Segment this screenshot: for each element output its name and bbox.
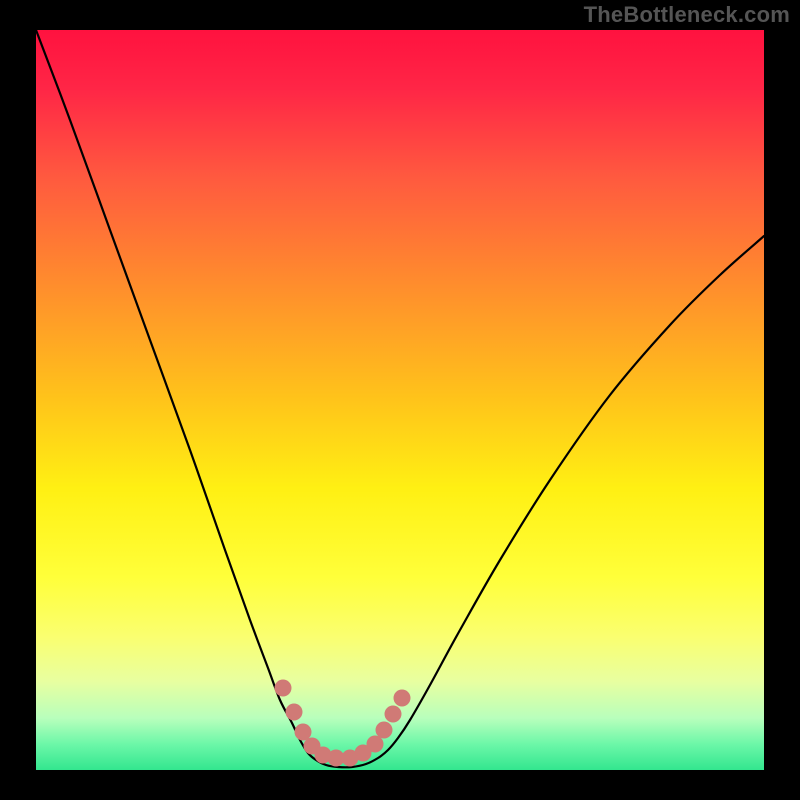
chart-frame: TheBottleneck.com — [0, 0, 800, 800]
curve-marker — [376, 722, 393, 739]
plot-background — [36, 30, 764, 770]
curve-marker — [394, 690, 411, 707]
bottleneck-curve-chart — [0, 0, 800, 800]
curve-marker — [275, 680, 292, 697]
watermark-text: TheBottleneck.com — [584, 2, 790, 28]
curve-marker — [367, 736, 384, 753]
curve-marker — [295, 724, 312, 741]
curve-marker — [385, 706, 402, 723]
curve-marker — [286, 704, 303, 721]
